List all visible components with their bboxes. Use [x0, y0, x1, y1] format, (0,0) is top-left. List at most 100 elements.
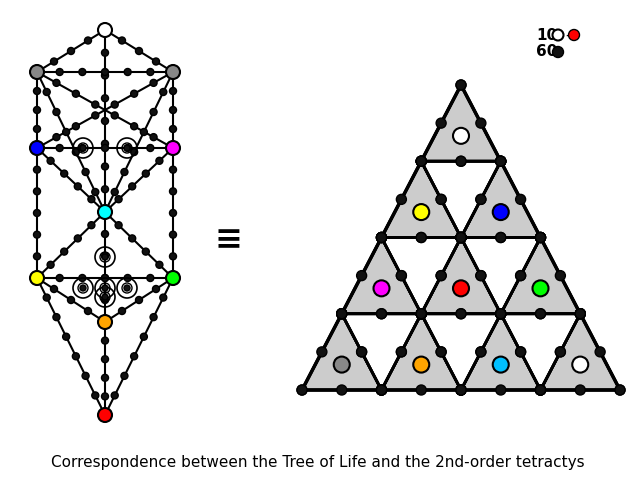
Circle shape: [436, 194, 446, 204]
Circle shape: [124, 69, 131, 75]
Circle shape: [170, 253, 177, 260]
Polygon shape: [421, 161, 501, 238]
Circle shape: [456, 232, 466, 242]
Circle shape: [79, 275, 86, 281]
Circle shape: [147, 69, 154, 75]
Circle shape: [456, 232, 466, 242]
Circle shape: [377, 232, 387, 242]
Circle shape: [396, 347, 406, 357]
Circle shape: [377, 232, 387, 242]
Circle shape: [130, 123, 137, 130]
Circle shape: [516, 194, 525, 204]
Circle shape: [317, 347, 327, 357]
Circle shape: [43, 88, 50, 96]
Circle shape: [34, 166, 41, 173]
Circle shape: [102, 285, 108, 291]
Circle shape: [476, 194, 486, 204]
Circle shape: [416, 156, 426, 166]
Circle shape: [436, 271, 446, 281]
Circle shape: [377, 385, 387, 395]
Circle shape: [53, 133, 60, 141]
Circle shape: [456, 232, 466, 242]
Circle shape: [456, 156, 466, 166]
Circle shape: [336, 309, 347, 319]
Circle shape: [456, 385, 466, 395]
Polygon shape: [382, 161, 461, 238]
Circle shape: [336, 309, 347, 319]
Circle shape: [124, 145, 130, 151]
Circle shape: [377, 309, 387, 319]
Circle shape: [456, 232, 466, 242]
Circle shape: [495, 309, 506, 319]
Circle shape: [150, 133, 157, 141]
Circle shape: [60, 248, 67, 255]
Circle shape: [495, 309, 506, 319]
Circle shape: [43, 294, 50, 301]
Circle shape: [536, 385, 546, 395]
Circle shape: [170, 107, 177, 113]
Circle shape: [436, 271, 446, 281]
Circle shape: [102, 337, 109, 344]
Circle shape: [377, 232, 387, 242]
Circle shape: [396, 271, 406, 281]
Circle shape: [575, 309, 585, 319]
Circle shape: [92, 112, 99, 119]
Polygon shape: [342, 314, 421, 390]
Circle shape: [153, 58, 160, 65]
Circle shape: [297, 385, 307, 395]
Circle shape: [456, 232, 466, 242]
Circle shape: [416, 309, 426, 319]
Circle shape: [377, 385, 387, 395]
Circle shape: [34, 87, 41, 95]
Circle shape: [456, 80, 466, 90]
Circle shape: [575, 309, 585, 319]
Circle shape: [436, 118, 446, 128]
Circle shape: [73, 353, 80, 360]
Circle shape: [377, 385, 387, 395]
Circle shape: [495, 309, 506, 319]
Circle shape: [142, 170, 149, 177]
Circle shape: [536, 232, 546, 242]
Circle shape: [128, 235, 135, 242]
Circle shape: [495, 156, 506, 166]
Circle shape: [156, 157, 163, 164]
Circle shape: [516, 271, 525, 281]
Circle shape: [495, 309, 506, 319]
Circle shape: [456, 385, 466, 395]
Circle shape: [85, 308, 92, 314]
Circle shape: [493, 204, 509, 220]
Circle shape: [536, 385, 546, 395]
Circle shape: [98, 408, 112, 422]
Circle shape: [170, 209, 177, 216]
Circle shape: [88, 222, 95, 228]
Text: ≡: ≡: [214, 224, 242, 256]
Circle shape: [47, 261, 54, 268]
Circle shape: [135, 297, 142, 303]
Circle shape: [572, 357, 588, 372]
Circle shape: [377, 232, 387, 242]
Circle shape: [416, 156, 426, 166]
Circle shape: [416, 156, 426, 166]
Circle shape: [575, 309, 585, 319]
Circle shape: [495, 156, 506, 166]
Circle shape: [50, 58, 57, 65]
Polygon shape: [421, 314, 501, 390]
Circle shape: [92, 101, 99, 108]
Circle shape: [147, 144, 154, 152]
Circle shape: [493, 357, 509, 372]
Circle shape: [53, 313, 60, 321]
Polygon shape: [421, 238, 501, 314]
Circle shape: [536, 385, 546, 395]
Circle shape: [92, 189, 99, 195]
Circle shape: [595, 347, 605, 357]
Circle shape: [456, 309, 466, 319]
Circle shape: [536, 232, 546, 242]
Circle shape: [56, 69, 63, 75]
Circle shape: [34, 209, 41, 216]
Circle shape: [553, 47, 563, 58]
Circle shape: [121, 168, 128, 176]
Circle shape: [102, 252, 109, 260]
Polygon shape: [342, 238, 421, 314]
Circle shape: [82, 372, 89, 379]
Circle shape: [495, 309, 506, 319]
